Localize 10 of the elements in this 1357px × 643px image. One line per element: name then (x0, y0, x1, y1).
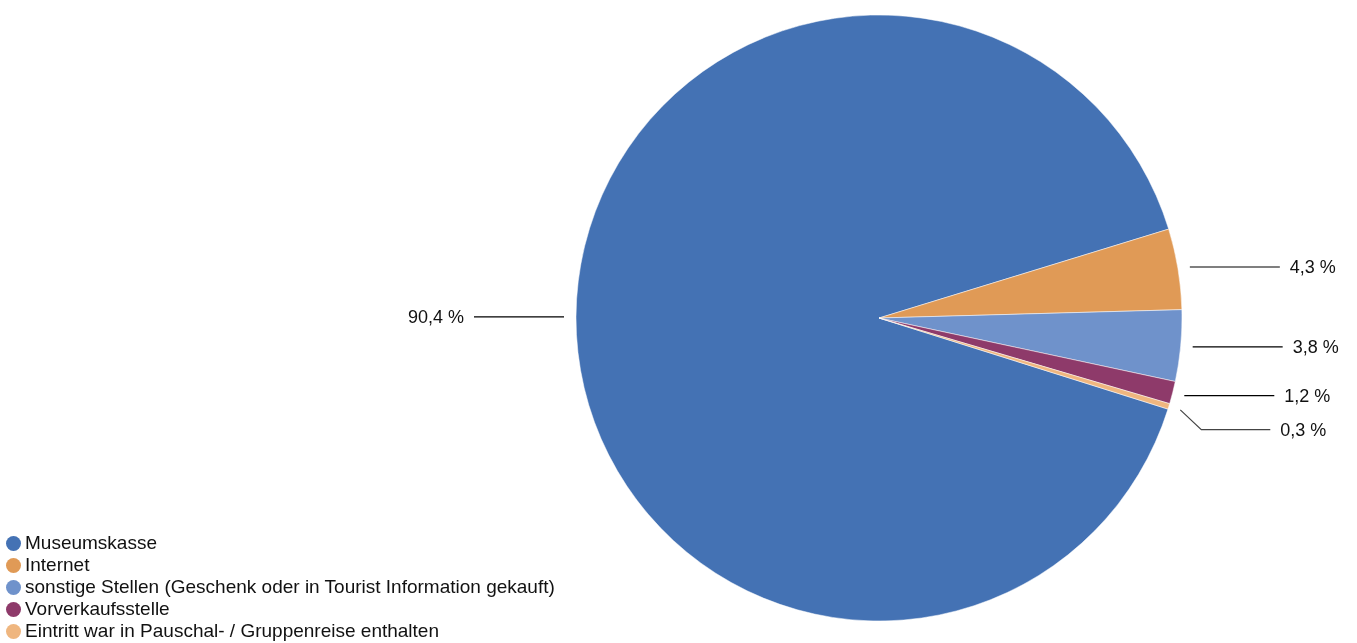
data-label: 1,2 % (1284, 385, 1331, 406)
data-label: 90,4 % (407, 306, 464, 327)
legend-label: Museumskasse (25, 532, 157, 553)
data-label: 3,8 % (1292, 336, 1339, 357)
legend-label: Vorverkaufsstelle (25, 598, 170, 619)
data-label: 4,3 % (1289, 256, 1336, 277)
data-label: 0,3 % (1280, 419, 1327, 440)
legend-label: sonstige Stellen (Geschenk oder in Tourist Information gekauft) (25, 576, 555, 597)
legend-label: Internet (25, 554, 90, 575)
legend-label: Eintritt war in Pauschal- / Gruppenreise enthalten (25, 620, 439, 641)
